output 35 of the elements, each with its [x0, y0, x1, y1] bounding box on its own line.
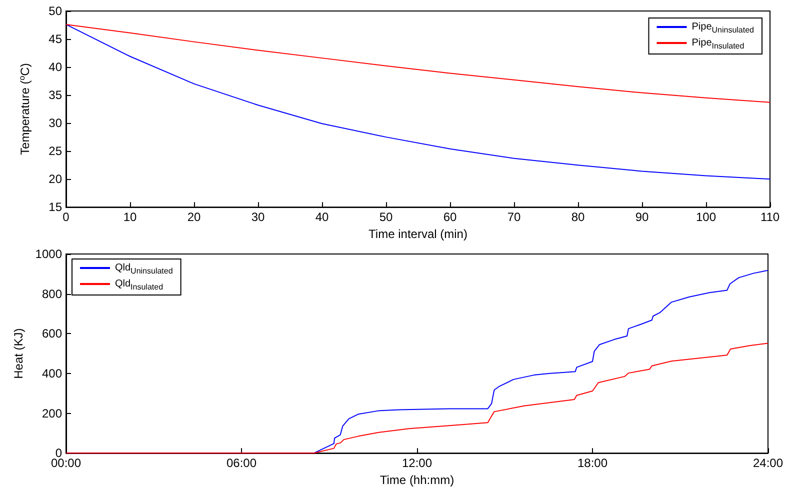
x-tick-label: 12:00: [402, 456, 432, 470]
y-tick-label: 15: [48, 200, 62, 214]
x-tick-label: 70: [507, 210, 521, 224]
y-tick-label: 50: [48, 4, 62, 18]
line-series: [66, 24, 770, 180]
y-tick-label: 35: [48, 88, 62, 102]
y-tick-label: 400: [42, 366, 62, 380]
x-tick-label: 10: [123, 210, 137, 224]
x-tick-label: 60: [443, 210, 457, 224]
x-tick-label: 80: [571, 210, 585, 224]
y-tick-label: 1000: [35, 247, 62, 261]
x-tick-label: 24:00: [752, 456, 784, 470]
line-series: [66, 24, 770, 103]
x-tick-label: 18:00: [577, 456, 608, 470]
y-tick-label: 25: [48, 144, 62, 158]
y-tick-label: 200: [42, 406, 62, 420]
y-axis-title: Heat (KJ): [11, 328, 26, 379]
y-tick-label: 40: [48, 60, 62, 74]
x-tick-label: 90: [635, 210, 649, 224]
y-tick-label: 20: [48, 172, 62, 186]
y-tick-label: 800: [42, 286, 62, 301]
x-tick-label: 30: [251, 210, 265, 224]
y-axis-title: Temperature (oC): [18, 63, 32, 155]
x-tick-label: 20: [187, 210, 201, 224]
x-axis-title: Time (hh:mm): [380, 473, 454, 487]
y-tick-label: 45: [48, 32, 62, 46]
y-tick-label: 600: [42, 326, 62, 341]
x-tick-label: 50: [379, 210, 393, 224]
y-tick-label: 30: [48, 116, 62, 130]
x-tick-label: 110: [760, 210, 780, 224]
x-axis-title: Time interval (min): [368, 227, 468, 241]
x-tick-label: 00:00: [50, 456, 82, 470]
x-tick-label: 40: [315, 210, 329, 224]
x-tick-label: 06:00: [226, 456, 257, 470]
x-tick-label: 100: [696, 210, 716, 224]
